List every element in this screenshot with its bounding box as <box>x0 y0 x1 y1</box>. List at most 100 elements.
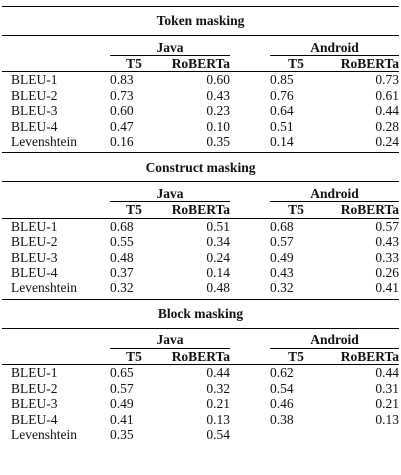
section-title-row: Block masking <box>2 299 400 329</box>
value: 0.23 <box>206 103 230 119</box>
group-row: Java Android <box>2 181 400 203</box>
group-row: Java Android <box>2 328 400 349</box>
group-header: Java <box>110 328 230 349</box>
blank <box>2 36 110 56</box>
value: 0.57 <box>375 218 400 234</box>
value: 0.41 <box>110 411 134 427</box>
value: 0.49 <box>110 396 134 412</box>
data-row: BLEU-1 0.65 0.44 0.62 0.44 <box>2 365 399 381</box>
metric: BLEU-4 <box>11 265 58 281</box>
group-header: Android <box>270 328 400 349</box>
metric: BLEU-4 <box>11 411 58 427</box>
metric: BLEU-3 <box>11 249 58 265</box>
data-row: BLEU-1 0.83 0.60 0.85 0.73 <box>2 72 399 88</box>
value: 0.44 <box>375 103 400 119</box>
column-row: T5 RoBERTa T5 RoBERTa <box>2 55 400 73</box>
value: 0.73 <box>375 72 400 88</box>
metric: BLEU-2 <box>11 234 58 250</box>
data-row: BLEU-1 0.68 0.51 0.68 0.57 <box>2 218 399 234</box>
value: 0.14 <box>270 134 322 154</box>
blank <box>230 250 270 265</box>
value: 0.46 <box>270 396 294 412</box>
blank <box>2 348 110 366</box>
value: 0.21 <box>375 396 400 412</box>
column-header: RoBERTa <box>322 55 400 73</box>
value: 0.24 <box>206 249 230 265</box>
metric: BLEU-3 <box>11 396 58 412</box>
value: 0.37 <box>110 265 134 281</box>
value: 0.65 <box>110 365 134 381</box>
value: 0.13 <box>375 411 400 427</box>
value: 0.57 <box>110 380 134 396</box>
blank <box>230 412 270 427</box>
value: 0.33 <box>375 249 400 265</box>
blank <box>2 201 110 219</box>
value: 0.24 <box>322 134 400 154</box>
data-row: BLEU-4 0.47 0.10 0.51 0.28 <box>2 119 399 134</box>
group-header: Android <box>270 181 400 203</box>
data-row: BLEU-3 0.48 0.24 0.49 0.33 <box>2 250 399 265</box>
column-header: RoBERTa <box>322 201 400 219</box>
value: 0.32 <box>270 280 322 300</box>
metric: BLEU-1 <box>11 365 58 381</box>
column-header: RoBERTa <box>322 348 400 366</box>
section-title: Token masking <box>2 6 400 36</box>
blank <box>230 265 270 280</box>
group-row: Java Android <box>2 35 400 56</box>
data-row: Levenshtein 0.32 0.48 0.32 0.41 <box>2 280 400 300</box>
value: 0.85 <box>270 72 294 88</box>
data-row: Levenshtein 0.16 0.35 0.14 0.24 <box>2 134 400 154</box>
data-row: BLEU-2 0.57 0.32 0.54 0.31 <box>2 381 399 396</box>
blank <box>230 134 270 154</box>
blank <box>230 182 270 202</box>
value: 0.76 <box>270 87 294 103</box>
blank <box>270 427 322 445</box>
metric: Levenshtein <box>2 134 110 154</box>
value: 0.32 <box>206 380 230 396</box>
value: 0.31 <box>375 380 400 396</box>
value: 0.44 <box>206 365 230 381</box>
group-header: Android <box>270 35 400 56</box>
section-title-row: Token masking <box>2 6 400 36</box>
metric: Levenshtein <box>11 426 77 442</box>
blank <box>230 201 270 219</box>
value: 0.51 <box>206 218 230 234</box>
data-row: BLEU-2 0.73 0.43 0.76 0.61 <box>2 88 399 103</box>
metric: BLEU-4 <box>11 118 58 134</box>
page: Token masking Java Android T5 RoBERTa T5 RoBER… <box>0 6 401 475</box>
column-row: T5 RoBERTa T5 RoBERTa <box>2 201 400 219</box>
blank <box>2 182 110 202</box>
group-header: Java <box>110 35 230 56</box>
data-row: BLEU-4 0.37 0.14 0.43 0.26 <box>2 265 399 280</box>
blank <box>230 427 270 445</box>
value: 0.57 <box>270 234 294 250</box>
section-title-row: Construct masking <box>2 152 400 183</box>
value: 0.62 <box>270 365 294 381</box>
value: 0.38 <box>270 411 294 427</box>
blank <box>230 396 270 411</box>
metric: Levenshtein <box>2 280 110 300</box>
value: 0.10 <box>206 118 230 134</box>
value: 0.21 <box>206 396 230 412</box>
blank <box>230 218 270 234</box>
value: 0.34 <box>206 234 230 250</box>
value: 0.13 <box>206 411 230 427</box>
value: 0.43 <box>206 87 230 103</box>
blank <box>230 328 270 348</box>
value: 0.28 <box>375 118 400 134</box>
data-row: BLEU-2 0.55 0.34 0.57 0.43 <box>2 234 399 249</box>
column-header: RoBERTa <box>158 348 230 366</box>
value: 0.44 <box>375 365 400 381</box>
blank <box>230 72 270 88</box>
section-title: Block masking <box>2 299 400 329</box>
blank <box>230 365 270 381</box>
value: 0.41 <box>322 280 400 300</box>
value: 0.68 <box>270 218 294 234</box>
column-header: T5 <box>270 348 322 366</box>
value: 0.54 <box>206 426 230 442</box>
value: 0.83 <box>110 72 134 88</box>
value: 0.64 <box>270 103 294 119</box>
value: 0.43 <box>375 234 400 250</box>
blank <box>230 348 270 366</box>
value: 0.61 <box>375 87 400 103</box>
